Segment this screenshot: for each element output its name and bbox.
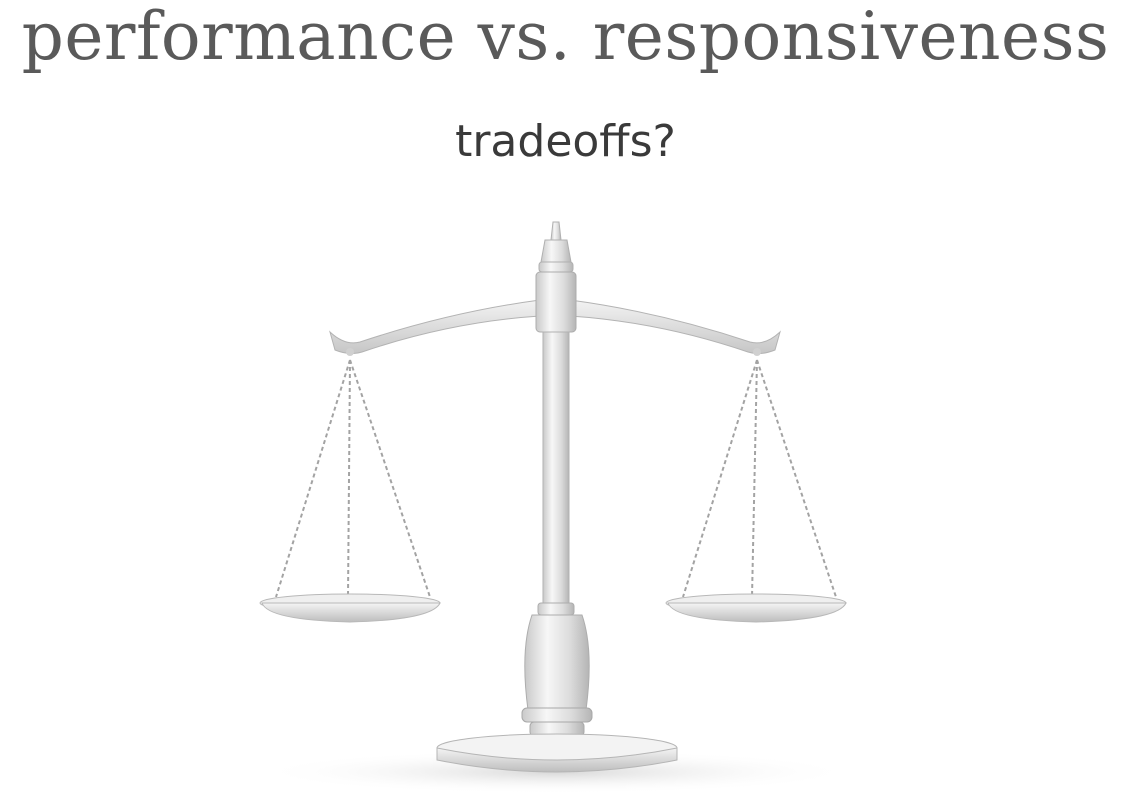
right-pan [665,593,847,623]
slide-subtitle: tradeoffs? [455,116,676,167]
right-chains [682,359,837,598]
pivot-block [535,271,577,333]
scale-base [436,747,678,773]
beam-end-left [346,348,354,356]
left-chains [275,359,431,598]
slide-title: performance vs. responsiveness [21,0,1110,75]
scale-pillar [542,331,570,608]
left-pan [259,593,441,623]
pillar-ring-1 [521,707,593,723]
pillar-collar [537,602,575,616]
beam-end-right [753,348,761,356]
pillar-vase [524,614,590,711]
scale-finial [538,221,574,273]
